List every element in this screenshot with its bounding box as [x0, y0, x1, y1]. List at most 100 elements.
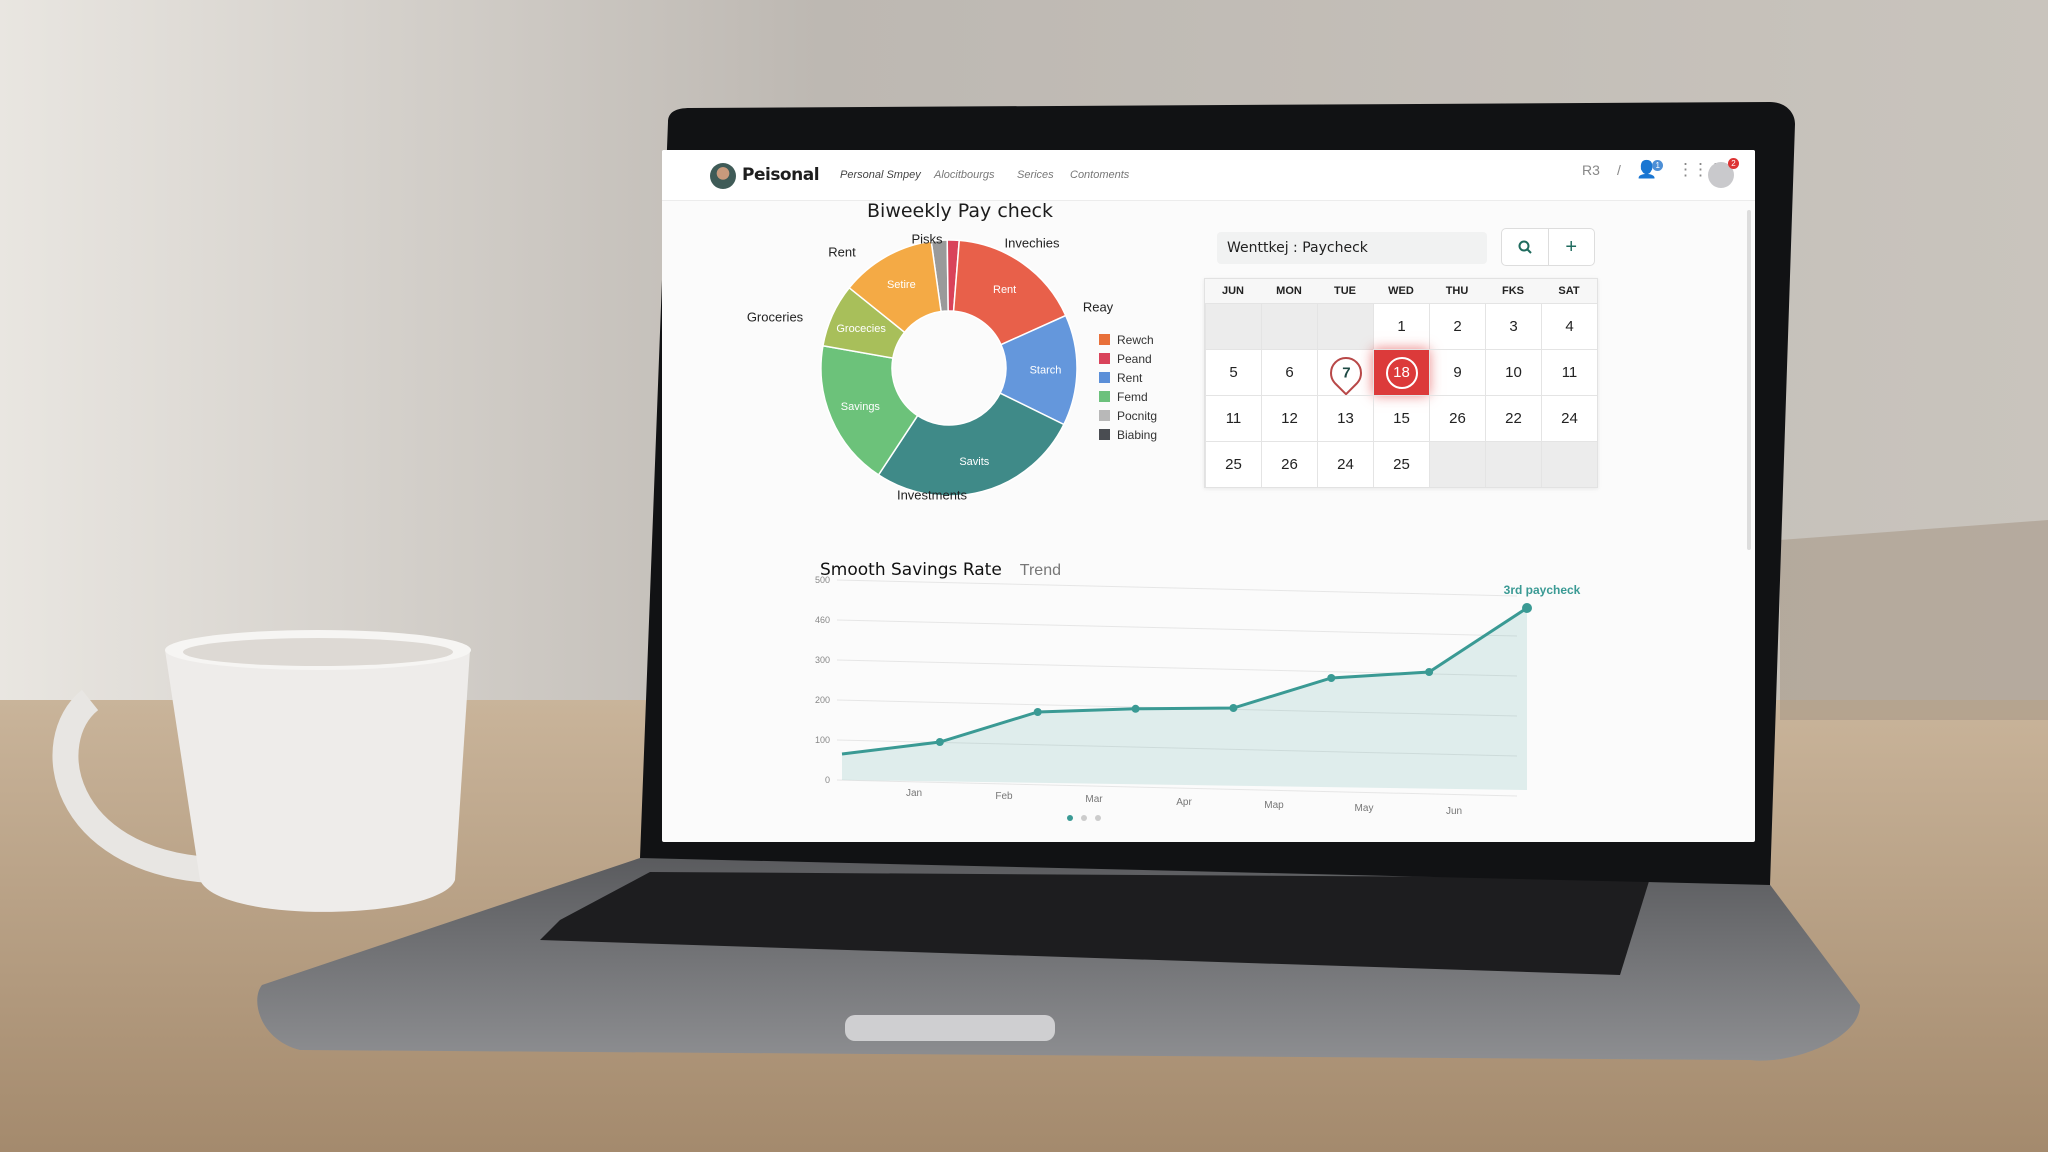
- y-tick-label: 500: [815, 575, 830, 585]
- y-tick-label: 460: [815, 615, 830, 625]
- legend-label: Rent: [1117, 370, 1143, 385]
- x-tick-label: May: [1355, 803, 1374, 814]
- day-number: 6: [1285, 364, 1294, 381]
- y-tick-label: 0: [825, 775, 830, 785]
- nav-link-personal[interactable]: Personal Smpey: [840, 169, 921, 181]
- nav-link-accounts[interactable]: Alocitbourgs: [934, 169, 995, 181]
- add-button[interactable]: +: [1547, 229, 1595, 265]
- slice-label: Starch: [1030, 365, 1062, 377]
- legend-swatch: [1099, 372, 1110, 383]
- nav-link-contents[interactable]: Contoments: [1070, 169, 1130, 181]
- donut-slices: Rent Starch Savits Savings Grocecies Setire: [820, 239, 1078, 497]
- y-tick-label: 200: [815, 695, 830, 705]
- data-point[interactable]: [1033, 708, 1042, 716]
- calendar-day[interactable]: 26: [1261, 441, 1317, 487]
- data-point[interactable]: [1229, 704, 1238, 712]
- calendar-day-selected[interactable]: 18: [1373, 349, 1429, 395]
- data-point[interactable]: [1131, 704, 1140, 713]
- calendar-day-pinned[interactable]: 7: [1317, 349, 1373, 396]
- legend-swatch: [1099, 391, 1110, 402]
- calendar-empty-cell[interactable]: [1317, 303, 1373, 349]
- calendar-search-input[interactable]: Wenttkej : Paycheck: [1217, 232, 1487, 264]
- calendar-day[interactable]: 11: [1205, 395, 1261, 441]
- line-chart-title: Smooth Savings Rate: [820, 560, 1002, 580]
- donut-slice[interactable]: [877, 392, 1065, 497]
- calendar-actions: +: [1501, 228, 1595, 266]
- calendar-empty-cell[interactable]: [1541, 441, 1597, 487]
- x-tick-label: Jan: [906, 788, 922, 799]
- calendar-day[interactable]: 11: [1541, 349, 1597, 395]
- calendar-day[interactable]: 15: [1373, 395, 1429, 441]
- calendar-day[interactable]: 25: [1373, 441, 1429, 487]
- coffee-mug: [52, 630, 471, 912]
- calendar-empty-cell[interactable]: [1485, 441, 1541, 487]
- nav-separator: /: [1617, 162, 1621, 178]
- search-icon: [1518, 240, 1532, 254]
- legend-label: Pocnitg: [1117, 408, 1158, 423]
- calendar-empty-cell[interactable]: [1261, 303, 1317, 349]
- day-number: 24: [1337, 456, 1354, 473]
- calendar-day[interactable]: 5: [1205, 349, 1261, 395]
- legend-item: Femd: [1099, 387, 1157, 406]
- data-point[interactable]: [1522, 603, 1532, 613]
- pagination-dot[interactable]: [1095, 815, 1101, 821]
- legend-label: Femd: [1117, 389, 1148, 404]
- weekday-header: THU: [1445, 285, 1469, 297]
- x-tick-label: Map: [1264, 800, 1284, 811]
- calendar-day[interactable]: 2: [1429, 303, 1485, 349]
- calendar-day[interactable]: 26: [1429, 395, 1485, 441]
- nav-link-services[interactable]: Serices: [1017, 169, 1054, 181]
- people-icon[interactable]: R3: [1582, 162, 1600, 178]
- weekday-header: FKS: [1502, 285, 1524, 297]
- donut-slice[interactable]: [952, 239, 1067, 346]
- calendar-day[interactable]: 12: [1261, 395, 1317, 441]
- calendar-week: 1 2 3 4: [1205, 303, 1597, 349]
- legend-item: Pocnitg: [1099, 406, 1157, 425]
- pagination-dot[interactable]: [1081, 815, 1087, 821]
- calendar-day[interactable]: 4: [1541, 303, 1597, 349]
- data-point[interactable]: [1425, 668, 1434, 676]
- logo-avatar[interactable]: [710, 163, 736, 189]
- calendar-day[interactable]: 1: [1373, 303, 1429, 349]
- weekday-header: JUN: [1221, 285, 1244, 297]
- calendar-day[interactable]: 24: [1317, 441, 1373, 487]
- calendar-week: 25 26 24 25: [1205, 441, 1597, 487]
- day-number: 22: [1505, 410, 1522, 427]
- pagination-dot[interactable]: [1067, 815, 1073, 821]
- data-point[interactable]: [1327, 674, 1336, 682]
- scrollbar[interactable]: [1747, 210, 1751, 550]
- weekday-header: SAT: [1558, 285, 1580, 297]
- donut-slice[interactable]: [848, 240, 942, 334]
- day-number: 3: [1509, 318, 1518, 335]
- calendar-day[interactable]: 10: [1485, 349, 1541, 395]
- user-icon[interactable]: 👤 1: [1636, 160, 1664, 180]
- donut-chart: Rent Starch Savits Savings Grocecies Setire: [820, 239, 1078, 497]
- x-tick-label: Feb: [995, 791, 1013, 802]
- calendar-day[interactable]: 13: [1317, 395, 1373, 441]
- legend-swatch: [1099, 353, 1110, 364]
- calendar-day[interactable]: 3: [1485, 303, 1541, 349]
- donut-legend: Rewch Peand Rent Femd Pocnitg Biabing: [1099, 330, 1157, 444]
- donut-slice[interactable]: [820, 344, 919, 476]
- day-number: 10: [1505, 364, 1522, 381]
- legend-swatch: [1099, 429, 1110, 440]
- brand-name[interactable]: Peisonal: [742, 165, 820, 185]
- x-tick-label: Jun: [1446, 806, 1462, 817]
- outer-label-rent: Rent: [828, 244, 856, 260]
- gridline: [836, 779, 1518, 797]
- user-avatar[interactable]: 2: [1708, 158, 1739, 188]
- calendar-day[interactable]: 6: [1261, 349, 1317, 395]
- calendar-day[interactable]: 25: [1205, 441, 1261, 487]
- calendar-day[interactable]: 22: [1485, 395, 1541, 441]
- plus-icon: +: [1565, 235, 1578, 258]
- calendar-day[interactable]: 24: [1541, 395, 1597, 441]
- data-point[interactable]: [935, 738, 944, 746]
- search-button[interactable]: [1502, 229, 1548, 265]
- slice-label: Savits: [959, 456, 989, 468]
- calendar-empty-cell[interactable]: [1429, 441, 1485, 487]
- outer-label-pisks: Pisks: [911, 231, 943, 247]
- calendar-empty-cell[interactable]: [1205, 303, 1261, 349]
- day-number: 26: [1281, 456, 1298, 473]
- legend-item: Rewch: [1099, 330, 1157, 349]
- calendar-day[interactable]: 9: [1429, 349, 1485, 395]
